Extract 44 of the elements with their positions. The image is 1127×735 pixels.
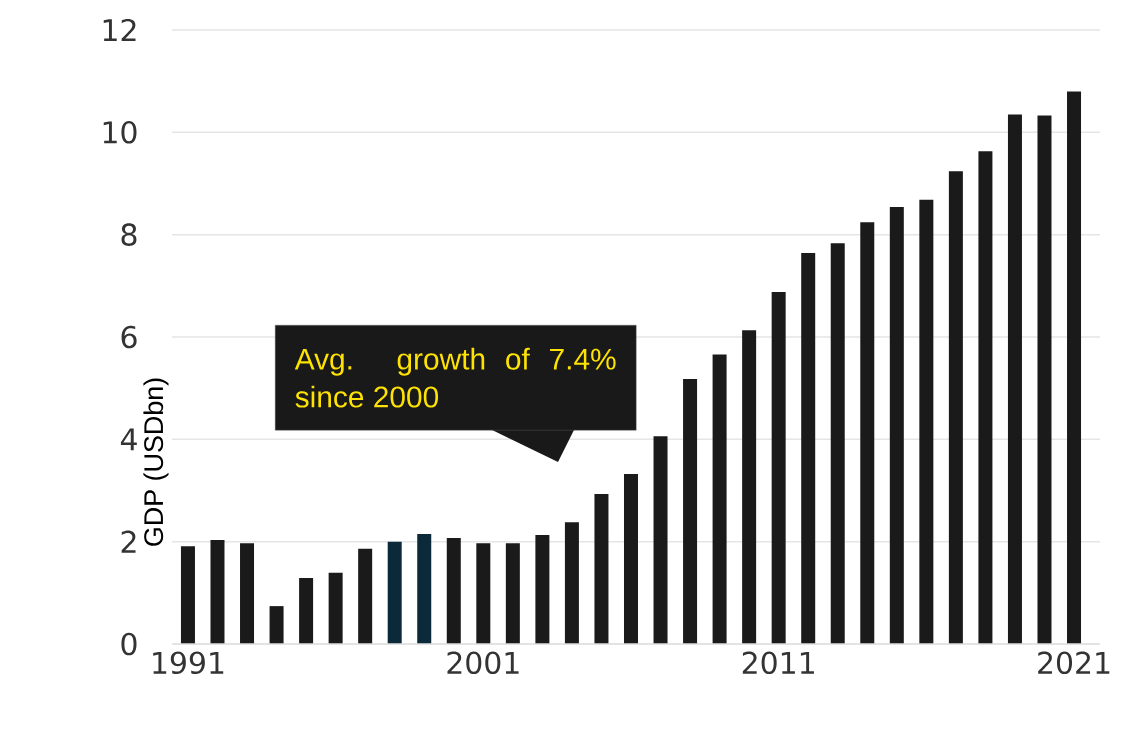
bar — [683, 378, 698, 644]
y-axis-title: GDP (USDbn) — [143, 378, 169, 546]
bar — [328, 572, 343, 644]
bar — [240, 543, 255, 644]
bar — [446, 538, 461, 644]
bar — [299, 577, 314, 644]
bar — [860, 222, 875, 644]
bar — [830, 243, 845, 644]
bar — [1067, 91, 1082, 644]
bar — [712, 354, 727, 644]
y-tick-label: 2 — [121, 530, 136, 553]
bar — [1037, 115, 1052, 644]
bar — [505, 543, 520, 644]
bar — [1007, 114, 1022, 644]
bar — [653, 436, 668, 644]
bar — [535, 535, 550, 644]
bar — [771, 291, 786, 644]
x-tick-label: 2001 — [447, 651, 519, 675]
y-tick-label: 12 — [103, 18, 136, 42]
bar — [358, 548, 373, 644]
bar — [948, 171, 963, 644]
bar — [623, 474, 638, 644]
bar — [210, 540, 225, 644]
bar — [978, 151, 993, 644]
bar — [180, 546, 195, 644]
bar — [564, 522, 579, 644]
x-tick-label: 2021 — [1038, 651, 1110, 675]
bar — [801, 253, 816, 644]
y-tick-label: 10 — [103, 121, 137, 144]
y-tick-label: 8 — [121, 223, 137, 246]
y-tick-label: 4 — [120, 428, 137, 451]
y-tick-label: 6 — [121, 325, 137, 349]
bar — [742, 330, 757, 644]
bar — [889, 207, 904, 644]
bar — [269, 606, 284, 644]
x-tick-label: 1991 — [153, 651, 224, 675]
bar — [919, 199, 934, 644]
bar — [476, 543, 491, 644]
bar — [417, 533, 432, 644]
annotation: Avg. growth of 7.4% since 2000 — [294, 347, 616, 408]
bar — [387, 541, 402, 644]
y-tick-label: 0 — [121, 632, 137, 656]
x-tick-label: 2011 — [742, 651, 814, 675]
bar — [594, 494, 609, 644]
